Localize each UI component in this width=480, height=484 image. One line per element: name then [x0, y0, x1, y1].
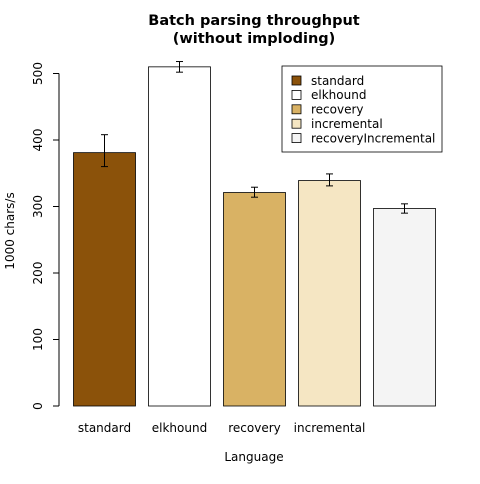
bar-elkhound [148, 66, 211, 407]
legend-entry: elkhound [291, 88, 366, 102]
error-bar [401, 203, 408, 214]
legend-swatch [291, 75, 302, 86]
legend-label: elkhound [311, 88, 366, 102]
bar-recovery [223, 192, 286, 407]
error-bar [176, 61, 183, 73]
y-axis-label: 1000 chars/s [3, 192, 17, 269]
error-bars-group [101, 61, 408, 214]
legend-label: incremental [311, 117, 383, 131]
bar-standard [73, 152, 136, 407]
y-tick-label: 100 [31, 328, 45, 351]
y-tick-label: 400 [31, 129, 45, 152]
chart-subtitle: (without imploding) [173, 31, 336, 47]
legend-entry: recoveryIncremental [291, 131, 435, 145]
legend-box [281, 65, 443, 153]
y-tick-label: 500 [31, 62, 45, 85]
legend-label: recovery [311, 103, 364, 117]
legend-swatch [291, 90, 302, 100]
x-tick-label: incremental [294, 421, 366, 435]
legend: standardelkhoundrecoveryincrementalrecov… [281, 65, 443, 153]
chart-title: Batch parsing throughput [148, 13, 359, 29]
bar-incremental [298, 180, 361, 407]
legend-label: recoveryIncremental [311, 131, 435, 145]
bar-recoveryIncremental [373, 208, 436, 407]
y-axis: 0 100 200 300 400 500 [31, 62, 60, 410]
legend-entry: recovery [291, 103, 364, 117]
error-bar [101, 134, 108, 168]
y-tick-label: 0 [31, 402, 45, 410]
legend-swatch [291, 104, 302, 115]
x-tick-label: elkhound [152, 421, 207, 435]
y-tick-label: 200 [31, 262, 45, 285]
legend-entry: standard [291, 74, 364, 88]
x-axis-label: Language [224, 450, 283, 464]
error-bar [251, 186, 258, 198]
legend-label: standard [311, 74, 364, 88]
x-tick-label: recovery [228, 421, 281, 435]
error-bar [326, 173, 333, 187]
y-tick-label: 300 [31, 195, 45, 218]
x-tick-label: standard [78, 421, 131, 435]
legend-entry: incremental [291, 117, 383, 131]
x-tick-labels: standard elkhound recovery incremental [78, 421, 365, 435]
legend-swatch [291, 133, 302, 144]
legend-swatch [291, 118, 302, 129]
